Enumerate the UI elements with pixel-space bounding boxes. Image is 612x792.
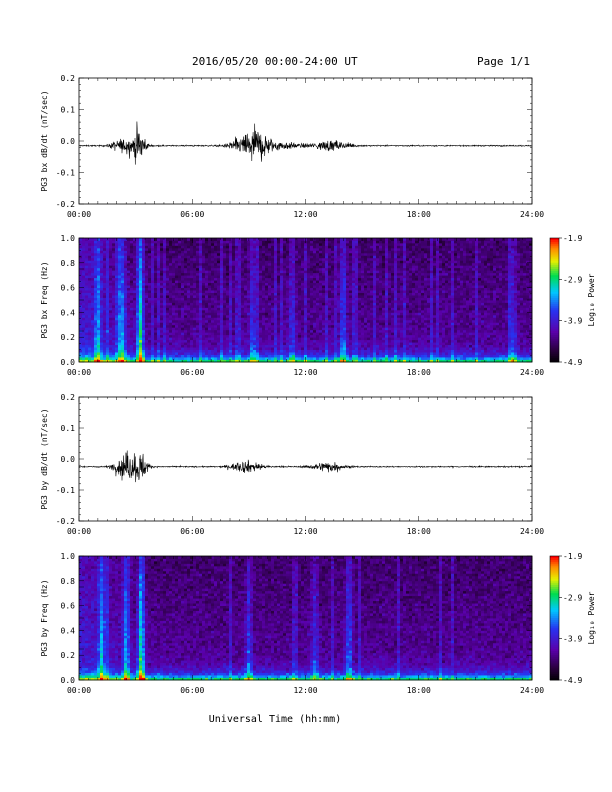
x-tick-label: 12:00 [293, 686, 317, 695]
x-tick-label: 06:00 [180, 210, 204, 219]
y-tick-label: 0.8 [61, 259, 76, 268]
y-tick-label: 0.2 [61, 393, 76, 402]
colorbar-tick-label: -2.9 [563, 275, 582, 284]
y-axis-label: PG3 bx dB/dt (nT/sec) [40, 90, 49, 191]
y-tick-label: 0.1 [61, 424, 76, 433]
y-tick-label: 0.2 [61, 651, 76, 660]
x-tick-label: 12:00 [293, 527, 317, 536]
x-tick-label: 24:00 [520, 527, 544, 536]
colorbar-tick-label: -2.9 [563, 593, 582, 602]
colorbar-tick-label: -1.9 [563, 234, 582, 243]
colorbar-label: Log₁₀ Power [587, 273, 596, 326]
panel-frame [78, 396, 533, 522]
y-tick-label: -0.2 [56, 517, 75, 526]
y-tick-label: -0.1 [56, 169, 75, 178]
y-tick-label: 0.6 [61, 602, 76, 611]
y-tick-label: 1.0 [61, 234, 76, 243]
x-tick-label: 12:00 [293, 368, 317, 377]
y-tick-label: -0.2 [56, 200, 75, 209]
dbdt-trace [78, 450, 533, 483]
y-tick-label: 0.2 [61, 333, 76, 342]
y-tick-label: 0.0 [61, 455, 76, 464]
x-tick-label: 24:00 [520, 686, 544, 695]
colorbar-frame [549, 555, 560, 681]
y-axis-label: PG3 by Freq (Hz) [40, 579, 49, 656]
x-axis-label: Universal Time (hh:mm) [209, 714, 341, 725]
panel-frame [78, 77, 533, 205]
colorbar-label: Log₁₀ Power [587, 591, 596, 644]
y-tick-label: 0.0 [61, 137, 76, 146]
panel-1 [78, 77, 533, 205]
y-axis-label: PG3 by dB/dt (nT/sec) [40, 408, 49, 509]
x-tick-label: 06:00 [180, 527, 204, 536]
x-tick-label: 18:00 [407, 527, 431, 536]
x-tick-label: 00:00 [67, 527, 91, 536]
y-tick-label: 0.0 [61, 676, 76, 685]
y-tick-label: -0.1 [56, 486, 75, 495]
y-tick-label: 0.8 [61, 577, 76, 586]
colorbar-tick-label: -3.9 [563, 635, 582, 644]
y-tick-label: 0.6 [61, 284, 76, 293]
y-tick-label: 1.0 [61, 552, 76, 561]
x-tick-label: 24:00 [520, 210, 544, 219]
colorbar-tick-label: -1.9 [563, 552, 582, 561]
y-axis-label: PG3 bx Freq (Hz) [40, 261, 49, 338]
x-tick-label: 06:00 [180, 686, 204, 695]
y-tick-label: 0.2 [61, 74, 76, 83]
x-tick-label: 18:00 [407, 686, 431, 695]
x-tick-label: 06:00 [180, 368, 204, 377]
x-tick-label: 12:00 [293, 210, 317, 219]
x-tick-label: 00:00 [67, 686, 91, 695]
x-tick-label: 00:00 [67, 210, 91, 219]
panel-2 [78, 237, 562, 363]
x-tick-label: 00:00 [67, 368, 91, 377]
page-title: 2016/05/20 00:00-24:00 UT [192, 55, 358, 68]
colorbar-tick-label: -3.9 [563, 317, 582, 326]
x-tick-label: 18:00 [407, 210, 431, 219]
x-tick-label: 24:00 [520, 368, 544, 377]
colorbar-frame [549, 237, 560, 363]
y-tick-label: 0.1 [61, 106, 76, 115]
dbdt-trace [78, 121, 533, 165]
colorbar-tick-label: -4.9 [563, 676, 582, 685]
y-tick-label: 0.4 [61, 626, 76, 635]
y-tick-label: 0.0 [61, 358, 76, 367]
y-tick-label: 0.4 [61, 308, 76, 317]
page-number: Page 1/1 [477, 55, 530, 68]
panel-3 [78, 396, 533, 522]
x-tick-label: 18:00 [407, 368, 431, 377]
panel-4 [78, 555, 562, 681]
colorbar-tick-label: -4.9 [563, 358, 582, 367]
